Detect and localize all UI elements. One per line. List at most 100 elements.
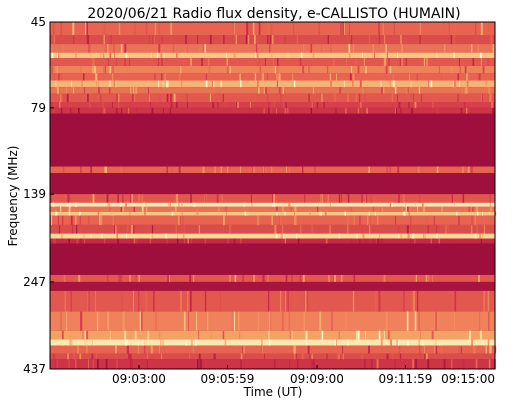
texture-streak [92, 65, 94, 74]
y-axis: 45 79 139 247 437 [23, 15, 54, 376]
texture-streak [238, 311, 240, 331]
texture-streak [431, 330, 434, 340]
texture-streak [130, 359, 132, 369]
texture-streak [112, 65, 114, 74]
texture-streak [96, 353, 97, 360]
texture-streak [472, 206, 474, 212]
texture-streak [115, 224, 117, 234]
texture-streak [258, 87, 260, 94]
texture-streak [268, 330, 270, 340]
frequency-band [50, 339, 495, 346]
texture-streak [459, 58, 460, 66]
texture-streak [268, 102, 270, 108]
texture-streak [329, 73, 332, 81]
texture-streak [347, 224, 349, 234]
texture-streak [267, 107, 270, 114]
texture-streak [387, 353, 389, 360]
texture-streak [489, 194, 491, 203]
texture-streak [336, 353, 339, 360]
texture-streak [451, 65, 453, 74]
texture-streak [484, 224, 485, 234]
texture-streak [73, 87, 74, 94]
texture-streak [340, 194, 342, 203]
texture-streak [398, 194, 400, 203]
texture-streak [72, 345, 74, 354]
texture-streak [88, 215, 90, 225]
texture-streak [358, 330, 360, 340]
texture-streak [398, 233, 400, 239]
texture-streak [308, 93, 310, 102]
texture-streak [323, 44, 325, 53]
texture-streak [92, 194, 95, 203]
texture-streak [227, 166, 229, 173]
frequency-band [50, 73, 495, 81]
texture-streak [294, 80, 296, 88]
texture-streak [421, 353, 422, 360]
texture-streak [480, 238, 482, 244]
texture-streak [480, 22, 483, 35]
texture-streak [347, 93, 349, 102]
texture-streak [379, 202, 381, 207]
texture-streak [89, 52, 91, 59]
texture-streak [489, 345, 492, 354]
texture-streak [237, 102, 239, 108]
texture-streak [485, 311, 486, 331]
texture-streak [397, 52, 398, 59]
texture-streak [218, 206, 220, 212]
texture-streak [305, 339, 307, 346]
texture-streak [204, 238, 206, 244]
texture-streak [362, 87, 364, 94]
texture-streak [118, 102, 120, 108]
texture-streak [185, 35, 187, 45]
texture-streak [413, 290, 415, 312]
texture-streak [104, 166, 106, 173]
texture-streak [440, 345, 443, 354]
texture-streak [235, 102, 237, 108]
frequency-band [50, 206, 495, 212]
texture-streak [123, 166, 125, 173]
texture-streak [302, 166, 304, 173]
texture-streak [67, 353, 69, 360]
texture-streak [414, 102, 417, 108]
texture-streak [394, 80, 395, 88]
texture-streak [187, 238, 189, 244]
texture-streak [445, 224, 447, 234]
texture-streak [325, 238, 328, 244]
texture-streak [253, 22, 255, 35]
texture-streak [135, 274, 137, 282]
texture-streak [196, 211, 199, 216]
texture-streak [383, 58, 386, 66]
texture-streak [396, 339, 399, 346]
texture-streak [383, 87, 385, 94]
texture-streak [345, 107, 347, 114]
texture-streak [471, 215, 473, 225]
texture-streak [411, 107, 413, 114]
texture-streak [126, 233, 127, 239]
texture-streak [490, 206, 492, 212]
texture-streak [448, 22, 450, 35]
texture-streak [265, 87, 267, 94]
texture-streak [352, 290, 355, 312]
texture-streak [274, 202, 275, 207]
texture-streak [392, 93, 394, 102]
texture-streak [435, 224, 437, 234]
texture-streak [118, 22, 121, 35]
texture-streak [350, 206, 353, 212]
texture-streak [155, 22, 157, 35]
texture-streak [226, 211, 227, 216]
texture-streak [116, 93, 118, 102]
texture-streak [459, 80, 460, 88]
texture-streak [187, 102, 188, 108]
texture-streak [115, 80, 117, 88]
frequency-band [50, 211, 495, 216]
texture-streak [68, 211, 70, 216]
texture-streak [133, 238, 136, 244]
texture-streak [481, 211, 483, 216]
x-axis-label: Time (UT) [243, 385, 303, 399]
texture-streak [156, 52, 159, 59]
texture-streak [316, 102, 319, 108]
texture-streak [364, 58, 365, 66]
texture-streak [103, 52, 105, 59]
texture-streak [294, 211, 295, 216]
texture-streak [195, 359, 197, 369]
